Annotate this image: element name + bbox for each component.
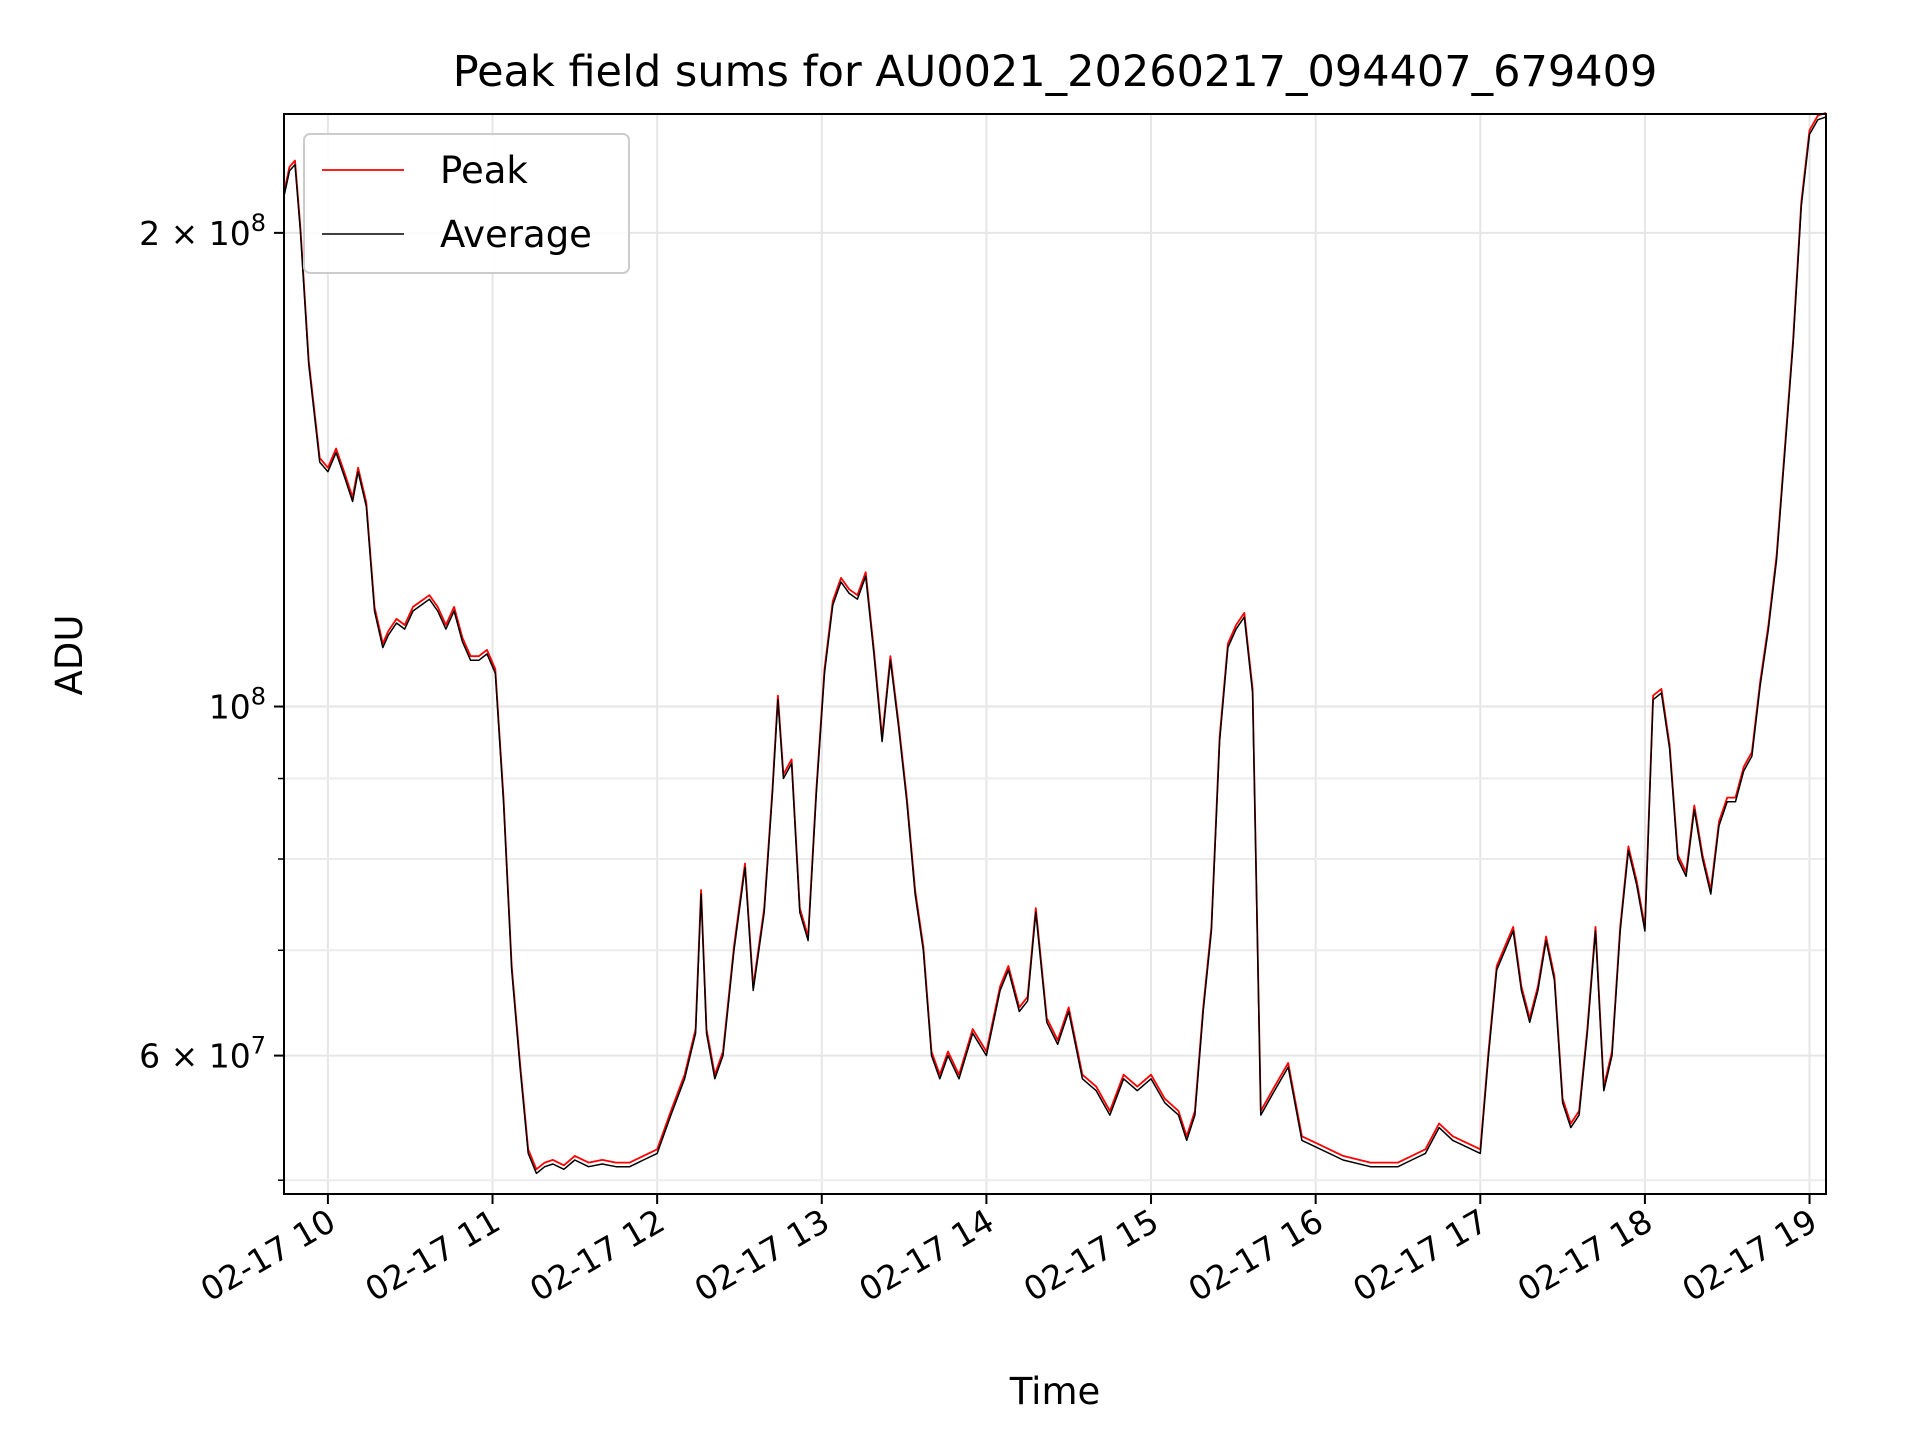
y-axis-label: ADU [48, 615, 91, 696]
grid [284, 114, 1826, 1194]
x-tick-label: 02-17 13 [688, 1201, 836, 1309]
x-tick-label: 02-17 12 [523, 1201, 671, 1309]
legend-average-label: Average [440, 213, 592, 256]
y-tick-label: 2 × 108 [139, 209, 266, 253]
plot-frame [283, 113, 1827, 1195]
x-tick-label: 02-17 14 [852, 1201, 1000, 1309]
x-tick-label: 02-17 16 [1182, 1201, 1330, 1309]
y-axis-ticks: 6 × 107 108 2 × 108 [139, 209, 284, 1181]
legend: Peak Average [303, 133, 630, 274]
x-tick-label: 02-17 11 [359, 1201, 507, 1309]
x-axis-label: Time [1009, 1370, 1101, 1413]
legend-box [303, 133, 630, 274]
legend-peak-label: Peak [440, 149, 528, 192]
x-tick-label: 02-17 10 [194, 1201, 342, 1309]
x-tick-label: 02-17 18 [1511, 1201, 1659, 1309]
chart-title: Peak field sums for AU0021_20260217_0944… [453, 47, 1658, 97]
x-tick-label: 02-17 17 [1346, 1201, 1494, 1309]
x-tick-label: 02-17 19 [1676, 1201, 1824, 1309]
y-tick-label: 6 × 107 [139, 1032, 266, 1076]
average-series-line [283, 116, 1827, 1175]
x-tick-label: 02-17 15 [1017, 1201, 1165, 1309]
x-axis-ticks: 02-17 10 02-17 11 02-17 12 02-17 13 02-17 14… [194, 1194, 1824, 1309]
y-tick-label: 108 [209, 683, 266, 727]
peak-series-line [283, 111, 1827, 1171]
series-lines [283, 111, 1827, 1175]
